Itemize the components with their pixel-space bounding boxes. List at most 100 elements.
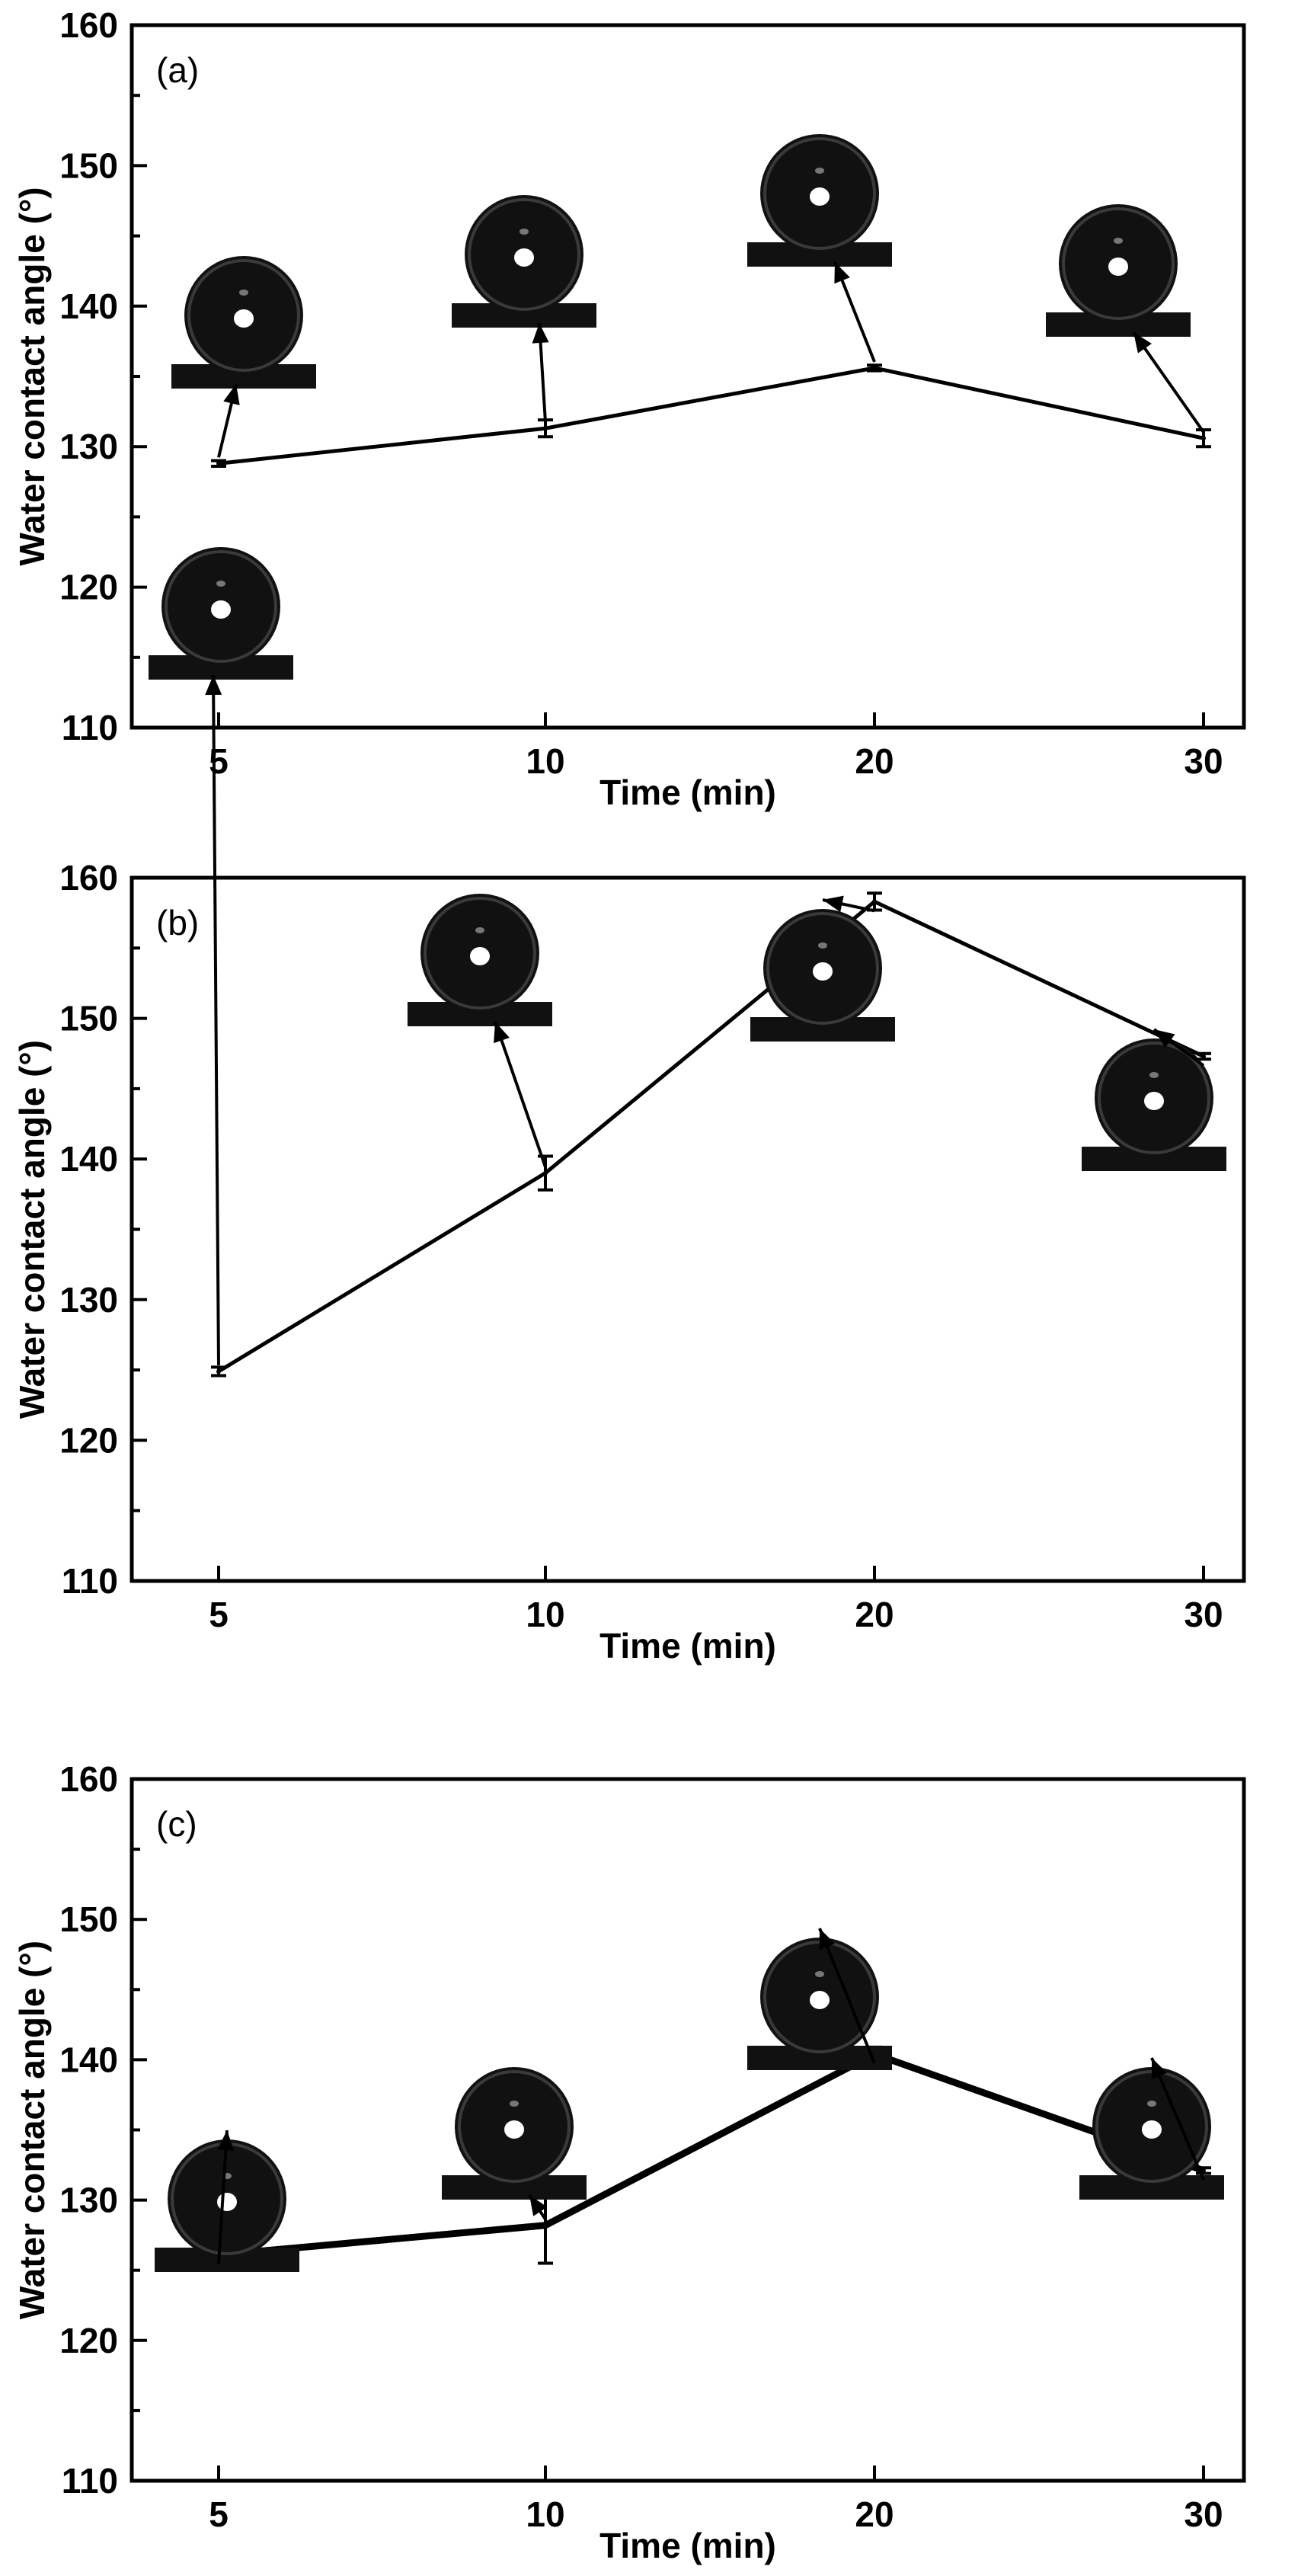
y-tick-label: 110: [62, 1561, 118, 1601]
data-line: [218, 366, 1204, 466]
y-tick-label: 150: [59, 999, 118, 1038]
droplet-rim: [424, 897, 536, 1010]
x-tick-label: 20: [855, 2494, 894, 2534]
x-tick-label: 20: [855, 741, 894, 781]
droplet-reflection: [475, 927, 484, 933]
droplet-highlight: [217, 2193, 237, 2211]
x-tick-label: 20: [855, 1595, 894, 1634]
droplet-highlight: [810, 1991, 830, 2009]
droplet-reflection: [510, 2101, 519, 2107]
droplet-reflection: [815, 1971, 824, 1977]
plot-frame: [129, 1777, 1246, 2483]
y-tick-label: 140: [59, 286, 118, 326]
arrow-head-icon: [834, 262, 850, 284]
droplet-reflection: [216, 581, 225, 587]
y-tick-label: 130: [59, 2181, 118, 2220]
chart-panel-c: 110 120 130 140 150 160 5 10 20 30 Time (min) Water…: [12, 1759, 1246, 2565]
droplet-highlight: [514, 248, 534, 267]
droplet-rim: [187, 259, 300, 372]
droplet-rim: [1062, 207, 1175, 320]
x-tick-label: 10: [526, 741, 564, 781]
y-tick-label: 160: [59, 1759, 118, 1799]
droplet-highlight: [810, 187, 830, 206]
droplet-rim: [458, 2070, 571, 2183]
y-axis-title: Water contact angle (°): [12, 1040, 52, 1419]
data-line: [218, 2050, 1205, 2258]
droplet-highlight: [1144, 1092, 1164, 1110]
data-point: [872, 899, 877, 904]
plot-frame: [129, 875, 1246, 1583]
y-tick-label: 120: [59, 568, 118, 607]
chart-panel-b: 110 120 130 140 150 160 5 10 20 30 Time (min) Water…: [12, 547, 1246, 1666]
water-droplet-image: [747, 1938, 892, 2070]
water-droplet-image: [1046, 204, 1191, 337]
droplet-reflection: [815, 168, 824, 174]
x-tick-label: 30: [1184, 2494, 1223, 2534]
droplet-highlight: [234, 309, 254, 328]
pointer-arrow-line: [212, 674, 220, 1365]
droplet-reflection: [1114, 238, 1123, 244]
y-axis-title: Water contact angle (°): [12, 187, 52, 565]
y-tick-label: 150: [59, 1899, 118, 1939]
data-point: [543, 2222, 548, 2228]
water-droplet-image: [155, 2139, 299, 2272]
chart-panel-a: 110 120 130 140 150 160 5 10 20 30 Time (min) Water…: [12, 5, 1246, 812]
x-tick-label: 30: [1184, 741, 1223, 781]
x-tick-label: 10: [526, 1595, 564, 1634]
pointer-arrow-line: [1132, 331, 1205, 434]
water-droplet-image: [750, 909, 895, 1042]
panel-label: (a): [156, 50, 199, 90]
y-tick-label: 160: [59, 858, 118, 898]
x-axis-title: Time (min): [599, 1626, 776, 1666]
droplet-rim: [1095, 2070, 1208, 2183]
data-line: [217, 899, 1205, 1374]
droplet-reflection: [818, 942, 827, 949]
droplet-highlight: [504, 2120, 524, 2139]
water-droplet-image: [408, 894, 552, 1026]
data-point: [216, 461, 221, 466]
water-droplet-image: [747, 134, 892, 267]
arrow-head-icon: [532, 323, 549, 344]
y-axis-title: Water contact angle (°): [12, 1941, 52, 2319]
x-tick-label: 10: [526, 2494, 564, 2534]
y-tick-label: 110: [62, 2461, 118, 2501]
droplet-reflection: [239, 290, 248, 296]
panel-label: (c): [156, 1804, 197, 1844]
droplet-rim: [165, 550, 277, 663]
data-point: [1201, 436, 1206, 441]
droplet-rim: [766, 912, 879, 1025]
arrow-head-icon: [223, 384, 240, 405]
droplet-highlight: [1108, 258, 1128, 276]
x-axis-title: Time (min): [599, 773, 776, 812]
data-point: [872, 365, 877, 370]
droplet-reflection: [1147, 2101, 1156, 2107]
droplet-reflection: [1149, 1072, 1159, 1078]
arrow-head-icon: [217, 2130, 235, 2151]
droplet-highlight: [1142, 2120, 1162, 2139]
y-tick-label: 130: [59, 427, 118, 466]
x-tick-label: 5: [209, 1595, 229, 1634]
arrow-head-icon: [529, 2195, 548, 2216]
droplet-rim: [763, 137, 876, 250]
arrow-head-icon: [205, 675, 222, 696]
panel-label: (b): [156, 903, 199, 942]
y-tick-label: 160: [59, 5, 118, 45]
data-point: [1201, 1054, 1206, 1059]
data-point: [543, 1170, 548, 1176]
y-tick-label: 140: [59, 1139, 118, 1179]
pointer-arrow-line: [494, 1021, 547, 1168]
y-tick-label: 150: [59, 146, 118, 185]
x-axis-title: Time (min): [599, 2526, 776, 2565]
droplet-rim: [468, 198, 580, 311]
water-droplet-image: [442, 2067, 587, 2200]
x-tick-label: 5: [209, 741, 229, 781]
pointer-arrow-line: [217, 2130, 229, 2264]
y-tick-label: 120: [59, 1420, 118, 1460]
arrow-head-icon: [1133, 332, 1152, 354]
y-tick-label: 110: [62, 708, 118, 747]
arrow-head-icon: [494, 1022, 510, 1044]
water-droplet-image: [452, 195, 596, 328]
arrow-head-icon: [819, 1928, 835, 1950]
y-tick-label: 130: [59, 1280, 118, 1320]
